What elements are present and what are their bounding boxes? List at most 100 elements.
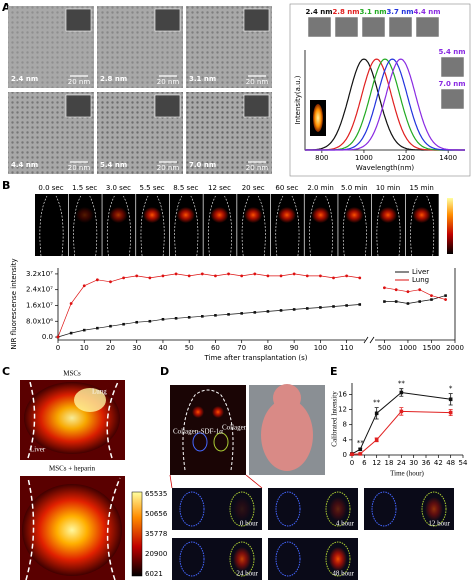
tem-inset bbox=[243, 8, 270, 32]
glow bbox=[176, 207, 195, 223]
roi-label: Collagen bbox=[222, 424, 248, 432]
axis-break bbox=[363, 336, 375, 344]
time-label: 60 sec bbox=[275, 184, 298, 192]
time-label: 1.5 sec bbox=[72, 184, 97, 192]
colorbar-label: 50656 bbox=[145, 510, 168, 518]
x-tick-label: 60 bbox=[211, 344, 220, 352]
time-label: 2.0 min bbox=[307, 184, 334, 192]
outline bbox=[342, 195, 367, 257]
x-axis-title: Time (hour) bbox=[390, 470, 424, 478]
scale-label: 20 nm bbox=[157, 164, 180, 172]
roi bbox=[179, 491, 205, 527]
colorbar bbox=[131, 491, 143, 577]
x-tick-label: 36 bbox=[422, 459, 431, 467]
mouse-body bbox=[261, 399, 313, 471]
legend-inset bbox=[361, 16, 386, 38]
x-tick-label: 800 bbox=[315, 154, 328, 162]
legend-label: 7.0 nm bbox=[438, 80, 465, 88]
x-tick-label: 54 bbox=[459, 459, 468, 467]
outline bbox=[275, 195, 300, 257]
image-title: MSCs bbox=[63, 370, 81, 378]
legend-label: 3.7 nm bbox=[386, 8, 413, 16]
size-label: 2.4 nm bbox=[11, 75, 38, 83]
glow bbox=[425, 497, 443, 521]
roi bbox=[179, 541, 205, 577]
vial-glow bbox=[313, 104, 323, 132]
x-tick-label: 24 bbox=[397, 459, 406, 467]
significance: ** bbox=[357, 439, 365, 447]
legend-inset bbox=[440, 88, 465, 110]
x-tick-label: 48 bbox=[446, 459, 455, 467]
x-tick-label: 6 bbox=[362, 459, 367, 467]
y-tick-label: 8.0x10⁶ bbox=[26, 317, 53, 325]
glow bbox=[109, 207, 128, 223]
time-label: 10 min bbox=[376, 184, 400, 192]
time-label: 12 hour bbox=[428, 520, 450, 528]
x-tick-label: 10 bbox=[80, 344, 89, 352]
frame bbox=[136, 194, 170, 256]
glow bbox=[192, 406, 204, 418]
tem-inset bbox=[243, 94, 270, 118]
x-tick-label: 50 bbox=[185, 344, 194, 352]
x-tick-label: 1000 bbox=[399, 344, 417, 352]
series-line bbox=[351, 410, 451, 455]
legend-label: Lung bbox=[412, 276, 429, 284]
x-tick-label: 0 bbox=[350, 459, 354, 467]
glow bbox=[210, 207, 229, 223]
tem-inset bbox=[154, 8, 181, 32]
x-tick-label: 1200 bbox=[397, 154, 415, 162]
roi bbox=[325, 491, 351, 527]
marker bbox=[350, 452, 354, 457]
image-title: MSCs + heparin bbox=[49, 465, 95, 473]
time-label: 0 hour bbox=[240, 520, 259, 528]
legend-inset bbox=[388, 16, 413, 38]
outline bbox=[174, 195, 199, 257]
time-label: 24 hour bbox=[236, 570, 258, 578]
axis bbox=[57, 268, 456, 341]
outline bbox=[182, 389, 234, 471]
glow bbox=[143, 207, 162, 223]
glow bbox=[329, 497, 347, 521]
size-label: 2.8 nm bbox=[100, 75, 127, 83]
frame bbox=[237, 194, 271, 256]
scale-label: 20 nm bbox=[246, 164, 269, 172]
time-label: 0.0 sec bbox=[38, 184, 63, 192]
time-label: 5.0 min bbox=[341, 184, 368, 192]
panel-label: B bbox=[2, 179, 10, 192]
x-tick-label: 20 bbox=[106, 344, 115, 352]
x-tick-label: 500 bbox=[378, 344, 391, 352]
y-axis-title: Intensity(a.u.) bbox=[294, 75, 302, 124]
x-tick-label: 40 bbox=[158, 344, 167, 352]
time-label: 3.0 sec bbox=[106, 184, 131, 192]
legend-label: 2.8 nm bbox=[332, 8, 359, 16]
outline bbox=[25, 477, 121, 581]
frame bbox=[169, 194, 203, 256]
y-tick-label: 16 bbox=[338, 390, 347, 398]
legend-inset bbox=[415, 16, 440, 38]
time-label: 5.5 sec bbox=[140, 184, 165, 192]
x-tick-label: 30 bbox=[409, 459, 418, 467]
x-tick-label: 18 bbox=[385, 459, 394, 467]
legend-label: 2.4 nm bbox=[305, 8, 332, 16]
panel-label: D bbox=[160, 365, 169, 378]
significance: ** bbox=[373, 399, 381, 407]
frame bbox=[270, 194, 304, 256]
glow bbox=[311, 207, 330, 223]
y-tick-label: 1.6x10⁷ bbox=[26, 301, 53, 309]
legend-label: 4.4 nm bbox=[413, 8, 440, 16]
roi-label: Collagen-SDF-1α bbox=[173, 428, 223, 436]
frame bbox=[102, 194, 136, 256]
frame bbox=[372, 194, 405, 256]
series-line bbox=[57, 304, 360, 338]
x-tick-label: 30 bbox=[132, 344, 141, 352]
legend-inset bbox=[307, 16, 332, 38]
glow bbox=[277, 207, 296, 223]
legend-inset bbox=[440, 56, 465, 78]
x-tick-label: 110 bbox=[340, 344, 353, 352]
frame bbox=[304, 194, 338, 256]
significance: ** bbox=[398, 380, 406, 388]
outline bbox=[106, 195, 131, 257]
roi bbox=[229, 491, 255, 527]
colorbar-label: 35778 bbox=[145, 530, 167, 538]
series-line bbox=[384, 287, 446, 300]
